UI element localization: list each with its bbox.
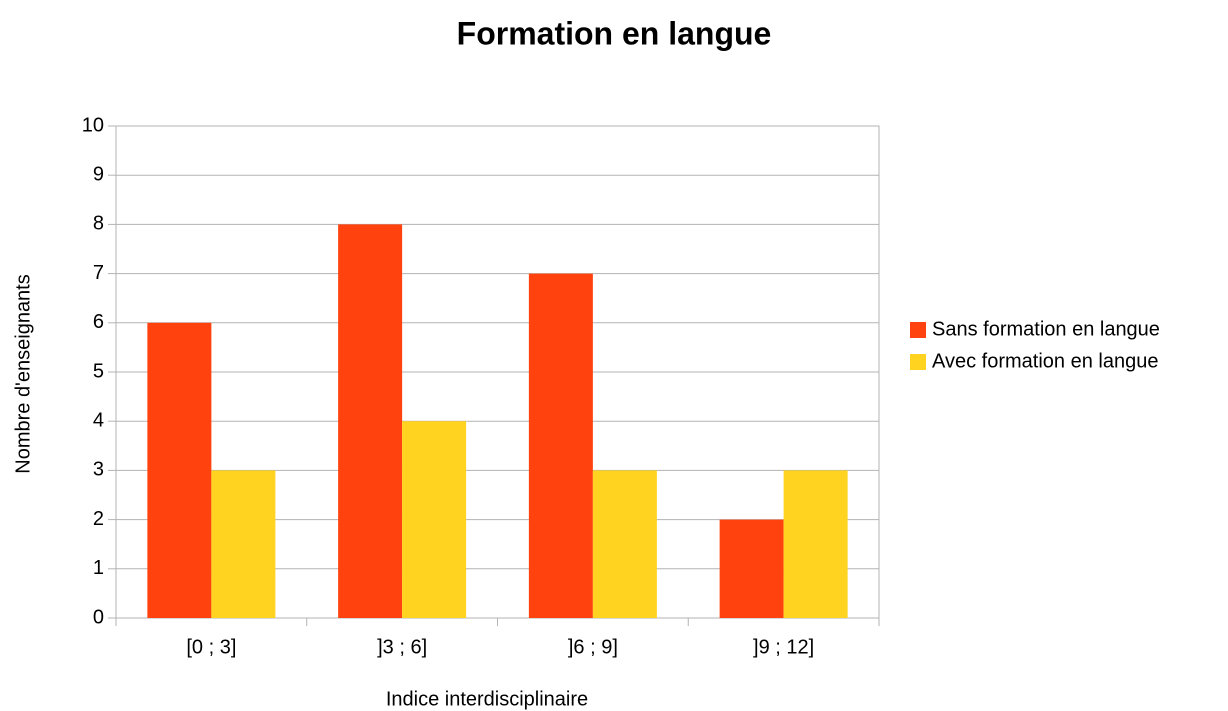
y-tick-label: 7 bbox=[93, 262, 104, 284]
bar bbox=[402, 421, 467, 618]
y-tick-label: 0 bbox=[93, 606, 104, 628]
bar bbox=[528, 273, 593, 618]
y-tick-label: 5 bbox=[93, 360, 104, 382]
x-axis-label: Indice interdisciplinaire bbox=[386, 688, 588, 710]
bar bbox=[338, 224, 403, 618]
legend-label: Avec formation en langue bbox=[932, 350, 1158, 372]
x-tick-label: [0 ; 3] bbox=[186, 636, 236, 658]
y-tick-label: 10 bbox=[82, 114, 104, 136]
bar bbox=[592, 470, 657, 618]
y-tick-label: 9 bbox=[93, 163, 104, 185]
x-tick-label: ]3 ; 6] bbox=[377, 636, 427, 658]
x-tick-label: ]6 ; 9] bbox=[568, 636, 618, 658]
y-tick-label: 8 bbox=[93, 213, 104, 235]
legend-label: Sans formation en langue bbox=[932, 318, 1160, 340]
bar bbox=[719, 519, 784, 618]
x-tick-label: ]9 ; 12] bbox=[753, 636, 814, 658]
legend-swatch bbox=[910, 354, 926, 370]
chart-title: Formation en langue bbox=[457, 15, 772, 51]
y-tick-label: 4 bbox=[93, 409, 104, 431]
legend-swatch bbox=[910, 322, 926, 338]
y-tick-label: 1 bbox=[93, 557, 104, 579]
y-tick-label: 2 bbox=[93, 508, 104, 530]
bar bbox=[783, 470, 848, 618]
y-axis-label: Nombre d'enseignants bbox=[12, 274, 34, 474]
y-tick-label: 3 bbox=[93, 459, 104, 481]
bar bbox=[211, 470, 276, 618]
y-tick-label: 6 bbox=[93, 311, 104, 333]
bar bbox=[147, 322, 212, 618]
